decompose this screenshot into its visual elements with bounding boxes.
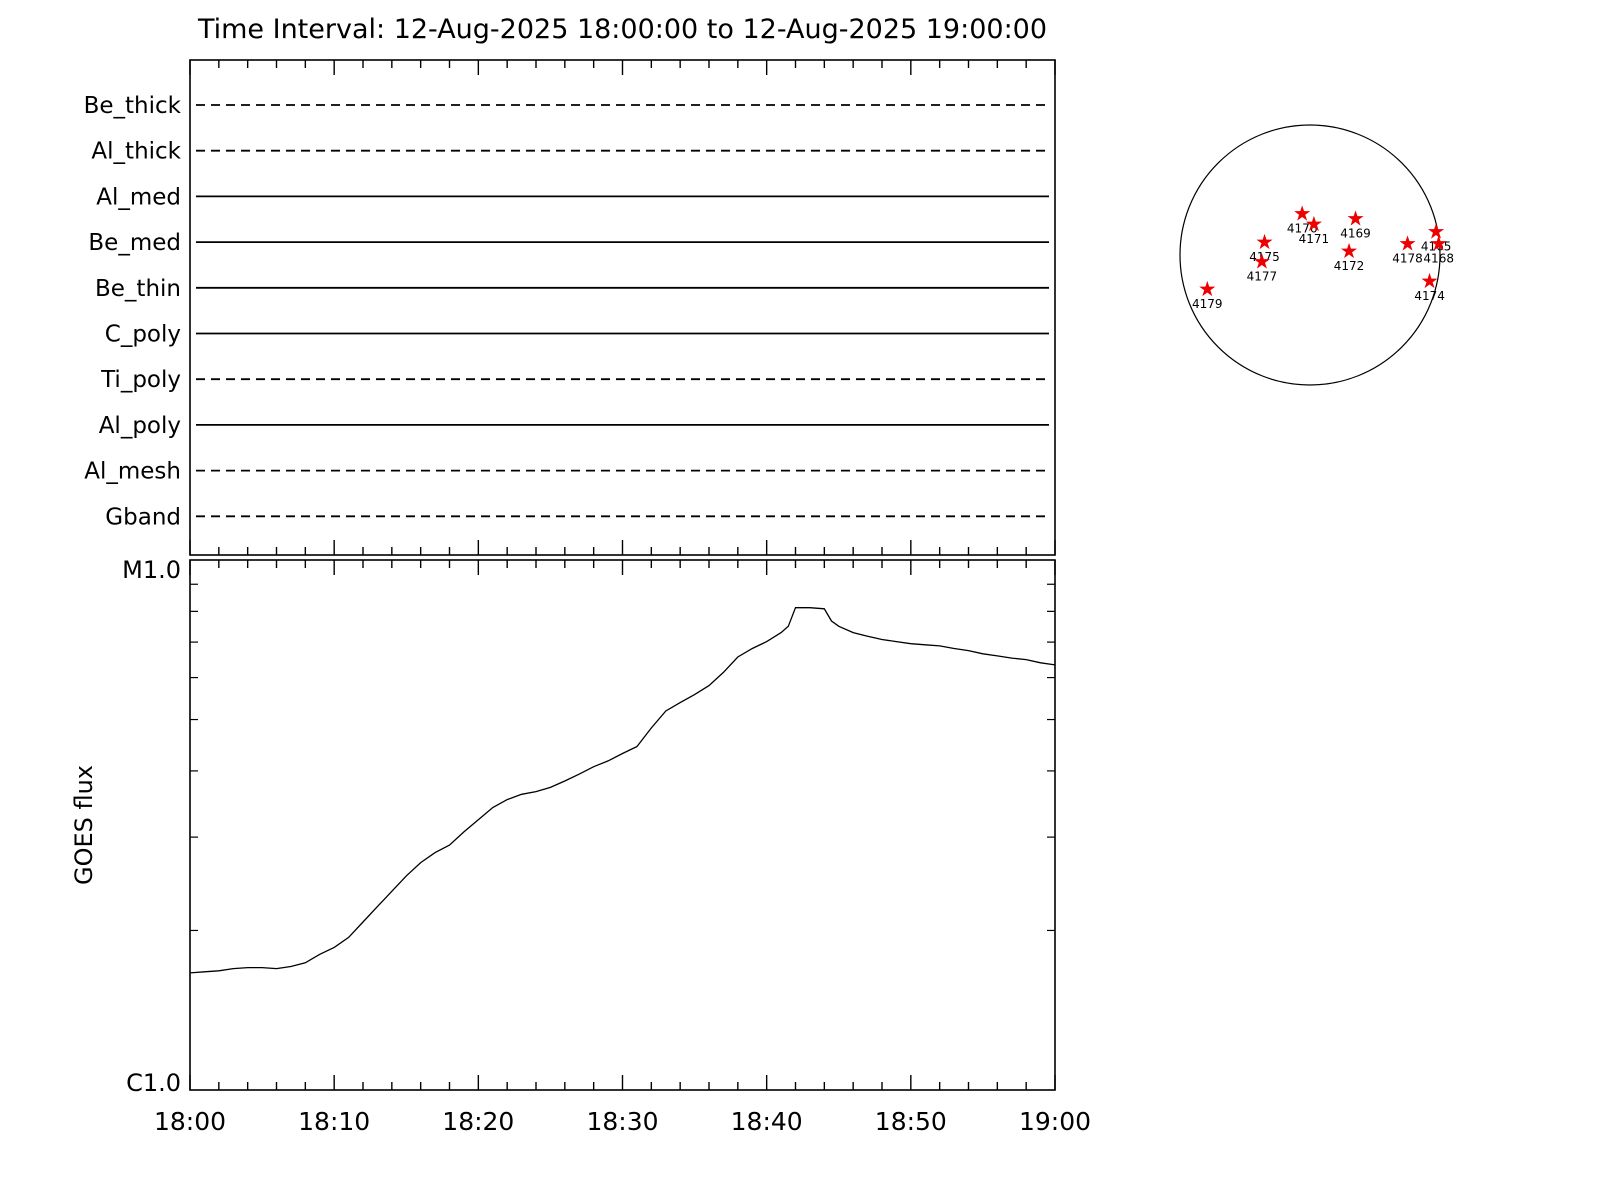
active-region-label-4174: 4174 (1414, 289, 1445, 303)
active-region-label-4171: 4171 (1299, 232, 1330, 246)
active-region-star-icon-4169: ★ (1346, 207, 1365, 231)
x-tick-label-1900: 19:00 (1019, 1107, 1091, 1136)
active-region-star-icon-4174: ★ (1420, 269, 1439, 293)
time-interval-title: Time Interval: 12-Aug-2025 18:00:00 to 1… (197, 14, 1048, 45)
active-region-label-4179: 4179 (1192, 297, 1223, 311)
x-tick-label-1820: 18:20 (442, 1107, 514, 1136)
goes-flux-panel: 18:00 18:10 18:20 18:30 18:40 18:50 19:00 M1.0 C… (70, 556, 1091, 1136)
filter-label-al_thick: Al_thick (91, 139, 181, 165)
x-tick-label-1850: 18:50 (875, 1107, 947, 1136)
goes-flux-axis-label: GOES flux (70, 765, 98, 885)
active-region-label-4176: 4176 (1287, 221, 1318, 235)
solar-limb-circle (1179, 124, 1441, 386)
active-region-star-icon-4168: ★ (1429, 231, 1448, 255)
active-region-label-4165: 4165 (1421, 240, 1452, 254)
active-region-star-icon-4172: ★ (1340, 239, 1359, 263)
filter-label-al_med: Al_med (96, 184, 181, 210)
filter-label-be_thin: Be_thin (95, 276, 181, 302)
active-region-star-icon-4178: ★ (1398, 231, 1417, 255)
filter-label-al_mesh: Al_mesh (84, 459, 181, 485)
filter-label-gband: Gband (105, 504, 181, 530)
active-region-label-4168: 4168 (1423, 251, 1454, 265)
active-region-star-icon-4176: ★ (1293, 201, 1312, 225)
filter-label-c_poly: C_poly (105, 322, 181, 348)
filter-label-be_med: Be_med (88, 230, 181, 256)
x-tick-label-1810: 18:10 (298, 1107, 370, 1136)
goes-panel-frame (189, 559, 1056, 1091)
filter-label-be_thick: Be_thick (84, 93, 182, 119)
filter-label-ti_poly: Ti_poly (100, 367, 181, 393)
x-tick-label-1840: 18:40 (731, 1107, 803, 1136)
active-region-star-icon-4165: ★ (1427, 220, 1446, 244)
active-region-label-4169: 4169 (1340, 227, 1371, 241)
active-region-star-icon-4179: ★ (1198, 277, 1217, 301)
active-region-label-4175: 4175 (1249, 250, 1280, 264)
active-region-star-icon-4171: ★ (1304, 212, 1323, 236)
active-region-label-4177: 4177 (1247, 270, 1278, 284)
y-tick-label-m1: M1.0 (122, 556, 181, 584)
solar-disk-panel: ★4176★4171★4169★4175★4177★4172★4178★4165… (1179, 124, 1454, 386)
filter-label-al_poly: Al_poly (99, 413, 181, 439)
filter-panel-frame (189, 59, 1056, 556)
active-region-star-icon-4177: ★ (1252, 250, 1271, 274)
y-tick-label-c1: C1.0 (126, 1069, 181, 1097)
x-tick-label-1800: 18:00 (154, 1107, 226, 1136)
active-region-label-4178: 4178 (1392, 251, 1423, 265)
active-region-star-icon-4175: ★ (1255, 230, 1274, 254)
filter-timeline-panel: Be_thick Al_thick Al_med Be_med Be_thin C_pol… (84, 59, 1056, 556)
active-region-label-4172: 4172 (1334, 259, 1365, 273)
x-tick-label-1830: 18:30 (586, 1107, 658, 1136)
goes-flux-curve (189, 607, 1056, 974)
